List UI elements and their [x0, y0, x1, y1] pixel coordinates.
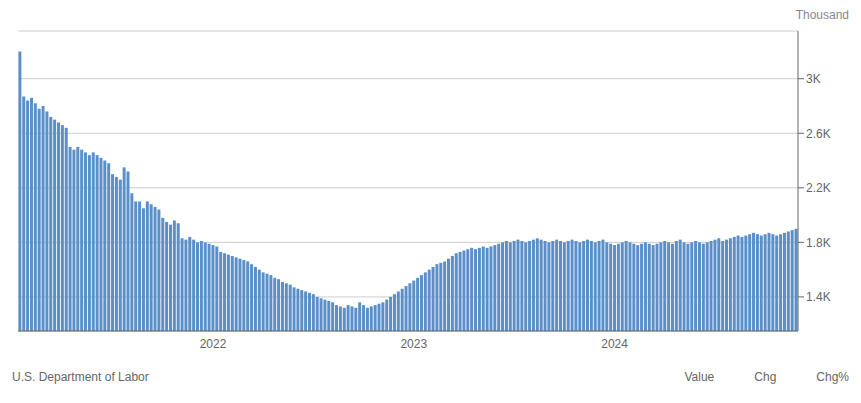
html-text:Thousand: Thousand — [795, 8, 849, 22]
svg-text:2023: 2023 — [400, 337, 427, 351]
svg-text:2024: 2024 — [601, 337, 628, 351]
html-text:Value: Value — [684, 370, 715, 384]
svg-text:2.2K: 2.2K — [806, 181, 831, 195]
html-text:Chg: Chg — [754, 370, 777, 384]
svg-text:3K: 3K — [806, 72, 821, 86]
html-text:U.S. Department of Labor: U.S. Department of Labor — [12, 370, 149, 384]
svg-text:1.8K: 1.8K — [806, 236, 831, 250]
html-text:Chg%: Chg% — [816, 370, 849, 384]
svg-text:1.4K: 1.4K — [806, 290, 831, 304]
svg-text:2.6K: 2.6K — [806, 127, 831, 141]
svg-text:2022: 2022 — [200, 337, 227, 351]
